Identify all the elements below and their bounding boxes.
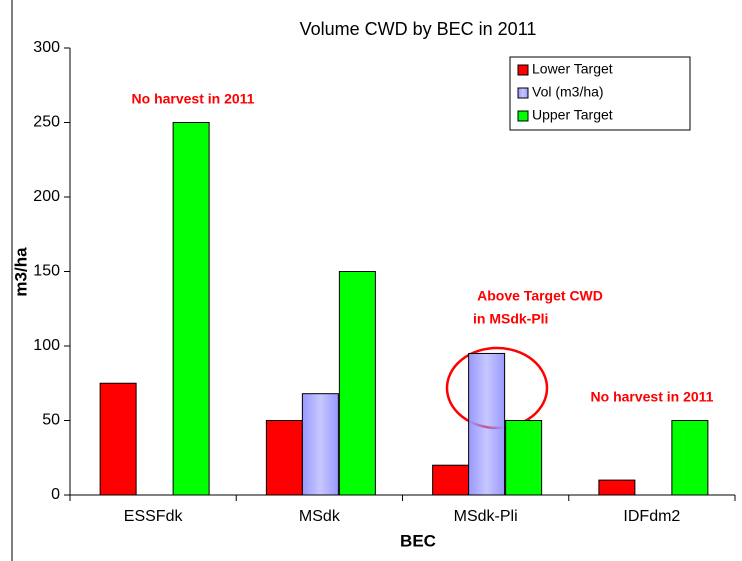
x-tick-label: IDFdm2 bbox=[623, 508, 680, 525]
chart-title: Volume CWD by BEC in 2011 bbox=[300, 19, 537, 39]
bar bbox=[172, 122, 210, 496]
annotation: No harvest in 2011 bbox=[132, 91, 255, 107]
legend-label: Vol (m3/ha) bbox=[532, 84, 604, 100]
legend-label: Upper Target bbox=[532, 107, 613, 123]
y-tick-label: 0 bbox=[51, 486, 60, 503]
y-tick-label: 150 bbox=[33, 263, 60, 280]
bar bbox=[505, 420, 543, 496]
bar bbox=[671, 420, 709, 496]
legend-swatch bbox=[517, 87, 529, 99]
y-tick-label: 250 bbox=[33, 114, 60, 131]
x-tick-label: MSdk-Pli bbox=[454, 508, 518, 525]
y-tick-label: 300 bbox=[33, 39, 60, 56]
annotation: Above Target CWD bbox=[477, 288, 603, 304]
y-tick-label: 50 bbox=[42, 412, 60, 429]
bar bbox=[301, 393, 339, 496]
legend-swatch bbox=[517, 64, 529, 76]
y-tick-label: 200 bbox=[33, 188, 60, 205]
legend-label: Lower Target bbox=[532, 61, 613, 77]
x-tick-label: ESSFdk bbox=[124, 508, 184, 525]
annotation: No harvest in 2011 bbox=[591, 389, 714, 405]
y-tick-label: 100 bbox=[33, 337, 60, 354]
bar bbox=[432, 464, 470, 496]
bar bbox=[99, 382, 137, 496]
bar bbox=[598, 479, 636, 496]
x-tick-label: MSdk bbox=[299, 508, 341, 525]
annotation: in MSdk-Pli bbox=[473, 311, 548, 327]
bar bbox=[265, 420, 303, 496]
bar bbox=[468, 352, 506, 496]
legend-swatch bbox=[517, 110, 529, 122]
x-axis-label: BEC bbox=[400, 531, 436, 550]
bar bbox=[338, 271, 376, 496]
legend-box bbox=[509, 56, 691, 131]
y-axis-label: m3/ha bbox=[11, 247, 30, 297]
